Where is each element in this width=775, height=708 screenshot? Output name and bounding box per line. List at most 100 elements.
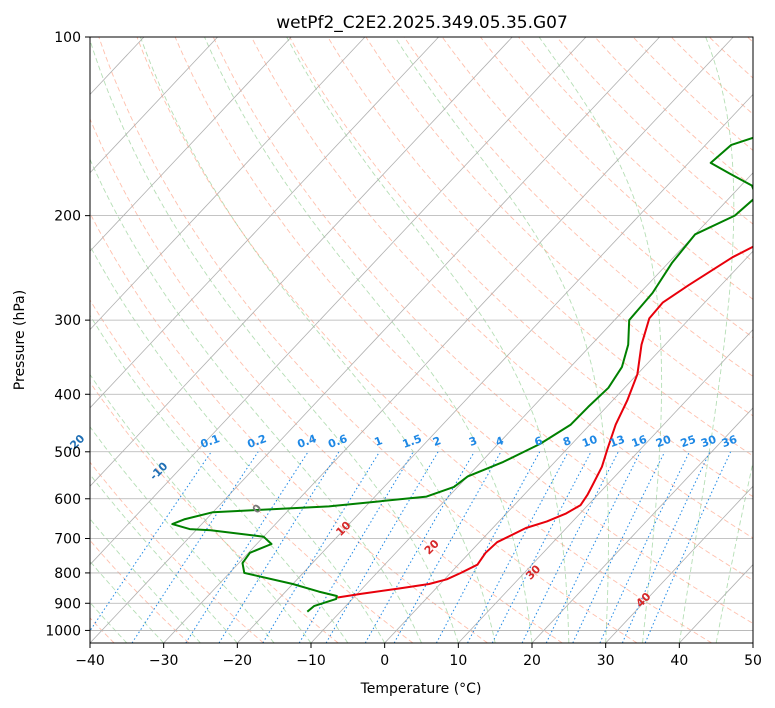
- mixing-ratio-label: 20: [654, 433, 673, 451]
- mixing-ratio-label: 25: [679, 433, 698, 450]
- mixing-ratio-line: [572, 451, 666, 643]
- dry-adiabat: [251, 37, 753, 539]
- mixing-ratio-label: 6: [533, 434, 545, 449]
- isotherm: [90, 37, 292, 252]
- dewpoint-profile: [171, 136, 753, 613]
- isotherm: [90, 37, 366, 331]
- mixing-ratio-line: [644, 451, 732, 643]
- y-tick-label: 500: [54, 445, 81, 461]
- mixing-ratio-label: 8: [561, 434, 573, 449]
- x-axis-ticks: −40 −30 −20 −10 0 10 20 30 40 50: [75, 643, 762, 669]
- dry-adiabat: [289, 37, 753, 498]
- mixing-ratio-line: [545, 451, 641, 643]
- isotherm: [163, 37, 734, 643]
- isotherm: [384, 250, 753, 643]
- x-axis-label: Temperature (°C): [360, 681, 482, 697]
- dry-adiabat: [174, 37, 753, 624]
- mixing-ratio-label: 13: [608, 433, 627, 450]
- dry-adiabat: [441, 37, 753, 339]
- y-tick-label: 1000: [45, 623, 81, 639]
- mixing-ratio-line: [325, 451, 439, 643]
- mixing-ratio-label: 3: [467, 434, 479, 449]
- isotherm: [237, 93, 753, 643]
- dry-adiabat: [90, 299, 414, 643]
- moist-adiabat: [90, 473, 238, 643]
- mixing-ratio-label: 0.1: [199, 432, 222, 451]
- x-tick-label: 30: [597, 653, 615, 669]
- mixing-ratio-line: [435, 451, 541, 643]
- dry-adiabat: [90, 461, 264, 643]
- isotherm: [605, 485, 753, 643]
- moist-adiabat: [90, 245, 386, 643]
- y-axis-label: Pressure (hPa): [12, 290, 28, 390]
- isotherm: [90, 37, 439, 409]
- x-tick-label: −40: [75, 653, 105, 669]
- mixing-ratio-line: [621, 451, 711, 643]
- dry-adiabat: [556, 37, 753, 225]
- dry-adiabat: [98, 37, 638, 643]
- mixing-ratio-line: [599, 451, 690, 643]
- mixing-ratio-line: [393, 451, 502, 643]
- isotherm: [531, 407, 753, 643]
- temperature-profile: [337, 245, 753, 599]
- mixing-ratio-line: [218, 451, 340, 643]
- moist-adiabat: [538, 37, 663, 643]
- y-tick-label: 100: [54, 30, 81, 46]
- x-tick-label: 0: [380, 653, 389, 669]
- mixing-ratio-line: [185, 451, 309, 643]
- dry-adiabat: [594, 37, 753, 188]
- mixing-ratio-label: 0.2: [246, 432, 269, 451]
- mixing-ratio-label: 2: [431, 434, 443, 449]
- y-tick-label: 700: [54, 532, 81, 548]
- moist-adiabat: [678, 37, 735, 643]
- mixing-ratio-label: 1.5: [401, 432, 424, 451]
- moist-adiabat: [90, 38, 459, 643]
- dry-adiabat: [212, 37, 753, 581]
- x-tick-label: 50: [744, 653, 762, 669]
- mixing-ratio-label: 1: [373, 434, 385, 449]
- dry-adiabat: [90, 117, 563, 643]
- chart-title: wetPf2_C2E2.2025.349.05.35.G07: [276, 13, 568, 33]
- isotherm: [90, 37, 218, 174]
- mixing-ratio-label: 10: [580, 433, 599, 451]
- mixing-ratio-lines: [90, 451, 732, 643]
- mixing-ratio-line: [364, 451, 475, 643]
- moist-adiabat: [139, 37, 496, 643]
- dry-adiabat: [90, 539, 190, 643]
- mixing-ratio-label: 30: [699, 433, 718, 451]
- sounding-profiles: [171, 136, 753, 613]
- isotherm: [90, 37, 660, 643]
- y-tick-label: 400: [54, 387, 81, 403]
- isotherm: [310, 172, 753, 643]
- y-tick-label: 900: [54, 596, 81, 612]
- isotherm: [90, 37, 587, 566]
- y-tick-label: 800: [54, 566, 81, 582]
- mixing-ratio-line: [262, 451, 380, 643]
- x-tick-label: −10: [296, 653, 326, 669]
- dry-adiabat: [136, 37, 712, 643]
- mixing-ratio-label: 36: [720, 433, 739, 451]
- x-tick-label: −20: [223, 653, 253, 669]
- moist-adiabat: [90, 158, 422, 643]
- dry-adiabat: [632, 37, 753, 152]
- moist-adiabat: [90, 518, 201, 643]
- isotherm-lines: [90, 37, 753, 643]
- dry-adiabat: [518, 37, 753, 263]
- x-tick-label: 20: [523, 653, 541, 669]
- moist-adiabat: [715, 460, 753, 643]
- dry-adiabat: [403, 37, 753, 377]
- moist-adiabat: [90, 314, 349, 643]
- mixing-ratio-line: [298, 451, 414, 643]
- mixing-ratio-label: 0.6: [326, 432, 349, 451]
- x-tick-label: 10: [449, 653, 467, 669]
- mixing-ratio-line: [90, 451, 212, 632]
- plot-frame: [89, 36, 754, 644]
- mixing-ratio-label: 0.4: [296, 432, 319, 451]
- moist-adiabat: [394, 37, 609, 643]
- y-tick-label: 600: [54, 492, 81, 508]
- y-tick-label: 300: [54, 313, 81, 329]
- moist-adiabat: [90, 560, 165, 643]
- mixing-ratio-labels: 0.1 0.2 0.4 0.6 1 1.5 2 3 4 6 8 10 13 16 20 25 30 36: [199, 432, 739, 451]
- x-tick-label: 40: [670, 653, 688, 669]
